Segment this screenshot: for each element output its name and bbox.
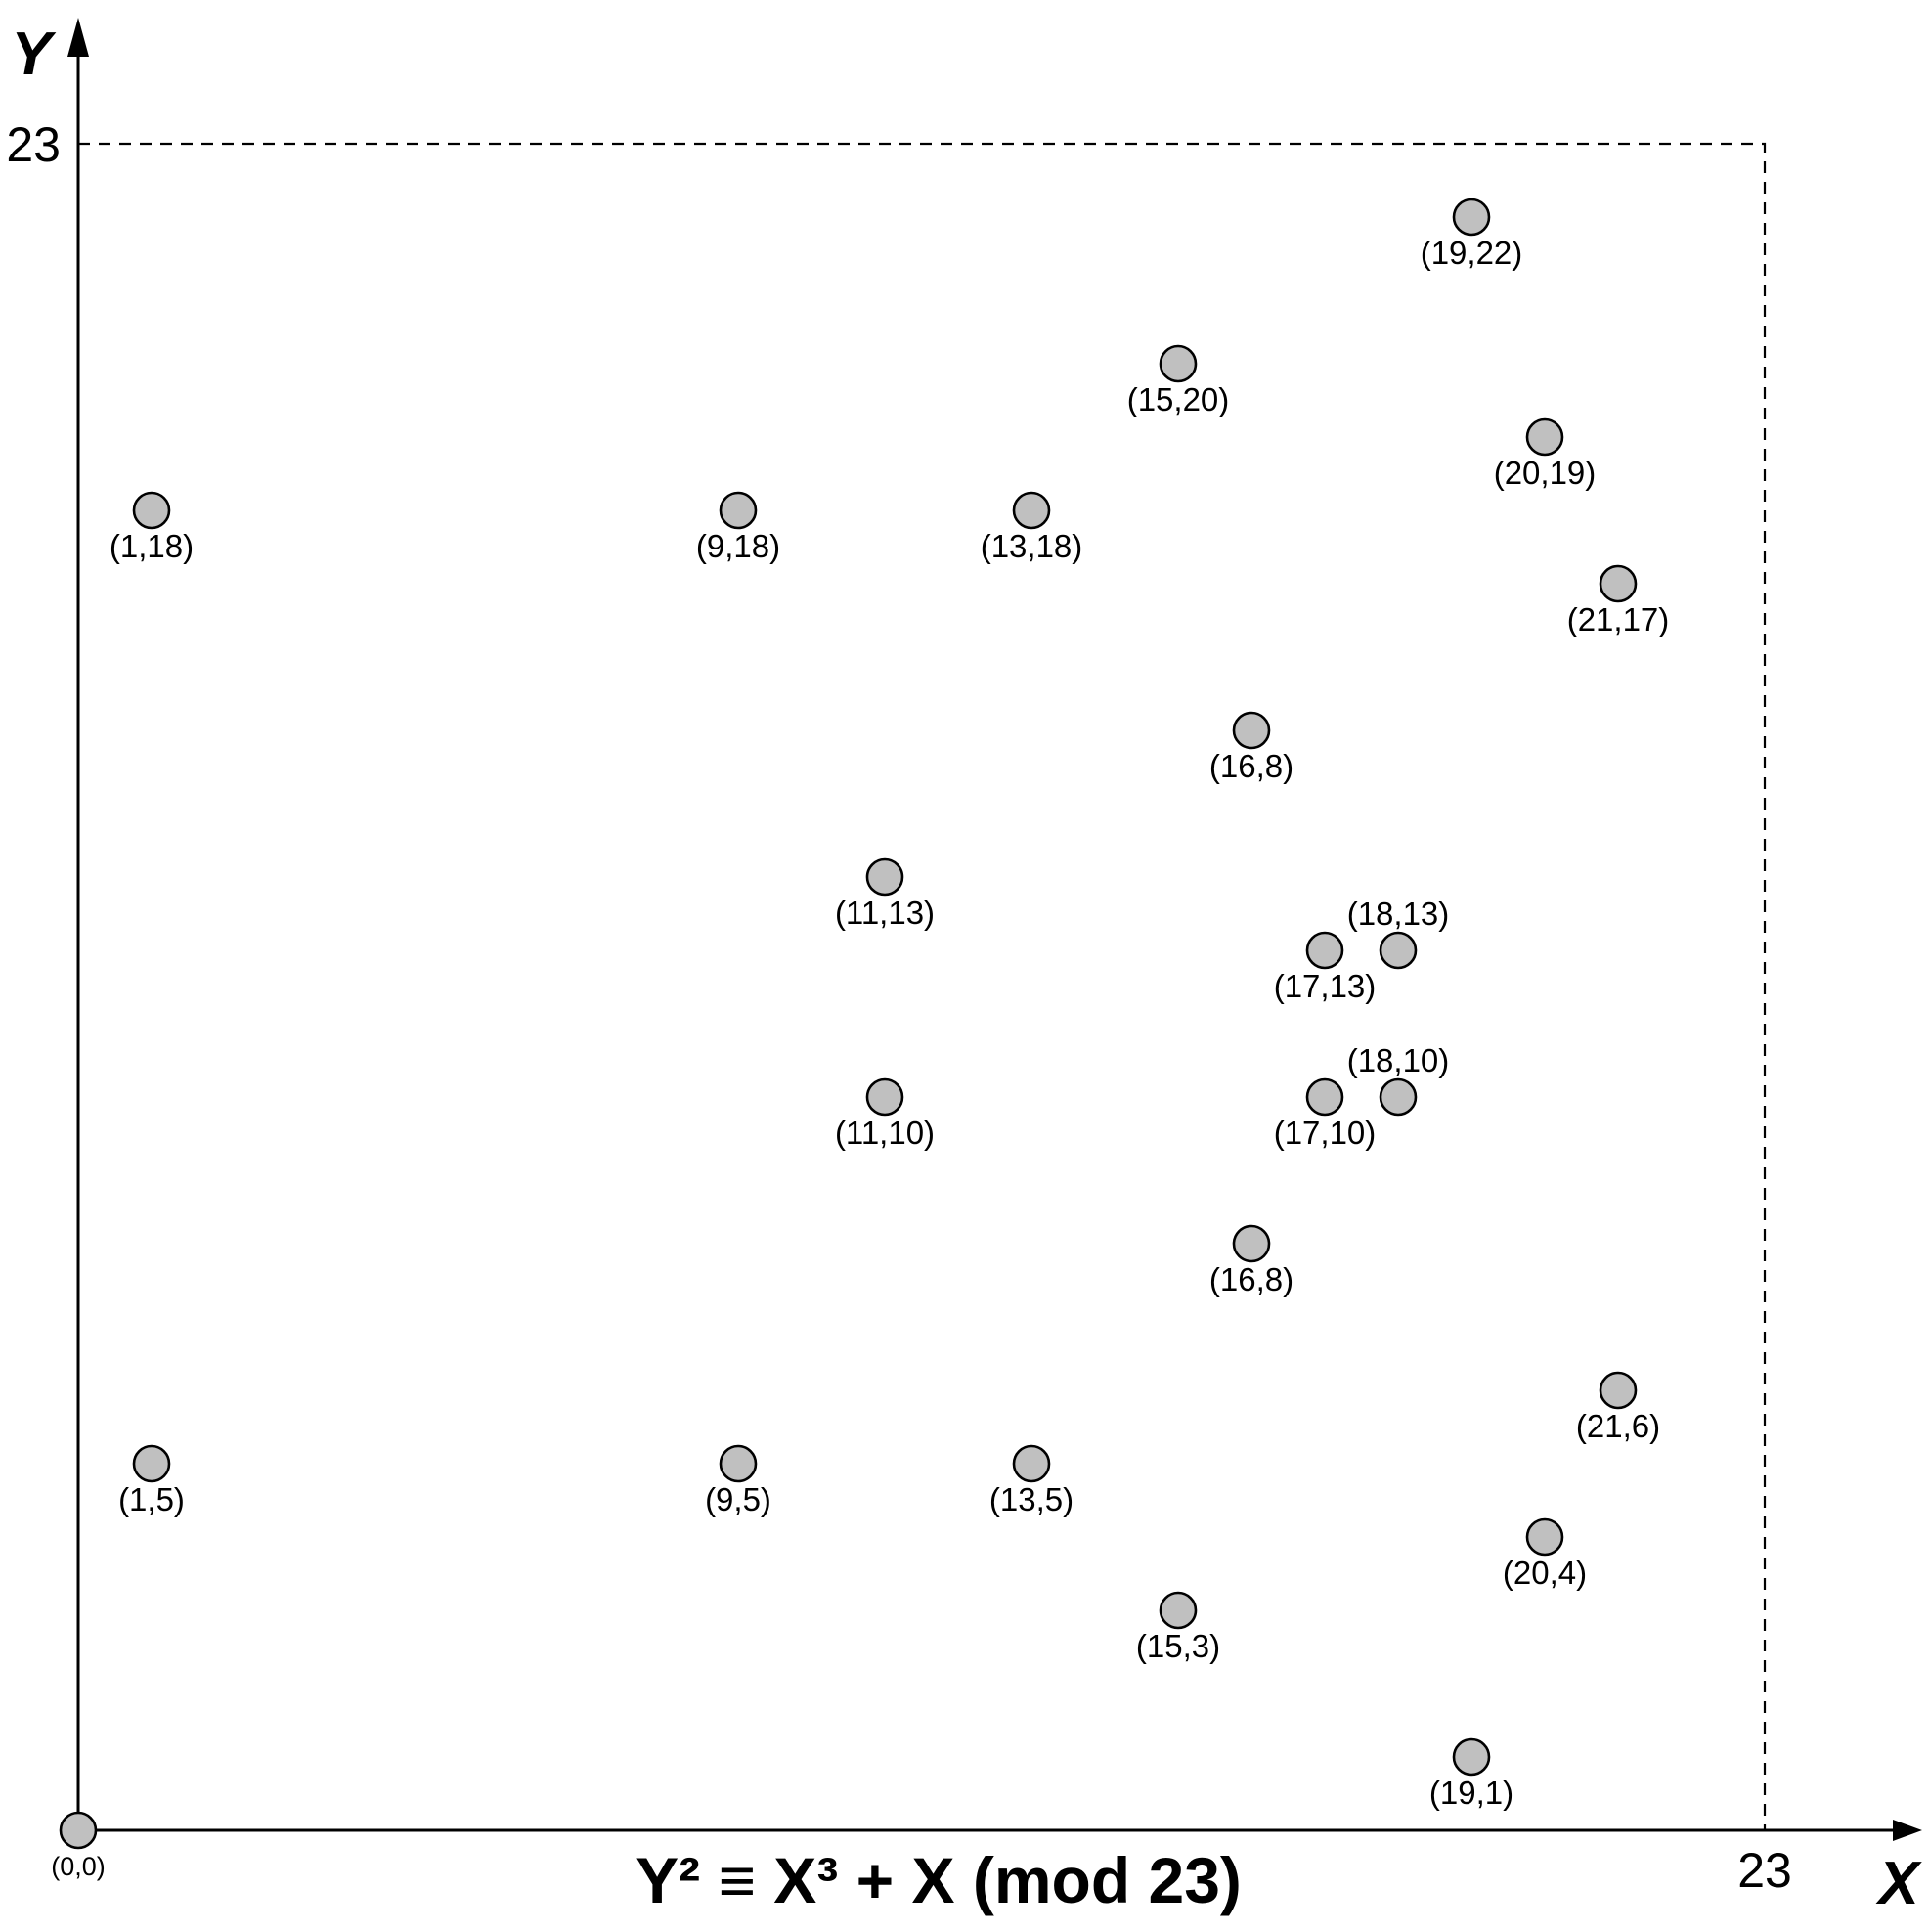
data-point	[1525, 1517, 1564, 1557]
data-point	[1232, 711, 1271, 750]
data-point-label: (19,22)	[1421, 235, 1523, 271]
data-point-label: (11,10)	[835, 1115, 935, 1151]
data-point	[865, 857, 904, 897]
chart-title: Y² ≡ X³ + X (mod 23)	[636, 1844, 1242, 1916]
data-point	[1599, 564, 1638, 603]
x-axis-label: X	[1875, 1850, 1922, 1917]
data-point	[1379, 931, 1418, 970]
data-point	[1599, 1371, 1638, 1410]
data-point	[59, 1811, 98, 1850]
data-point-label: (13,18)	[981, 528, 1083, 564]
data-point	[1159, 1591, 1198, 1630]
data-point	[865, 1077, 904, 1117]
data-point-label: (20,4)	[1503, 1555, 1587, 1591]
data-point	[1525, 417, 1564, 457]
data-point-label: (17,10)	[1274, 1115, 1377, 1151]
data-point-label: (16,8)	[1209, 748, 1293, 784]
data-point-label: (13,5)	[989, 1481, 1074, 1517]
data-point-label: (11,13)	[835, 895, 935, 931]
data-point-label: (17,13)	[1274, 968, 1377, 1004]
data-point	[132, 1444, 171, 1483]
y-axis-arrow-icon	[67, 18, 89, 57]
data-point	[1379, 1077, 1418, 1117]
bound-dashed-line	[78, 142, 1767, 1830]
data-point-label: (15,20)	[1127, 381, 1230, 417]
data-point-label: (16,8)	[1209, 1261, 1293, 1297]
data-point	[1012, 491, 1051, 530]
data-point-label: (21,17)	[1567, 601, 1670, 637]
data-point-label: (9,18)	[696, 528, 780, 564]
points-layer: (0,0) (1,18) (1,5) (9,18) (9,5) (11,13) (11,10…	[51, 198, 1670, 1881]
data-point-label: (19,1)	[1429, 1775, 1513, 1811]
y-tick-label-23: 23	[6, 117, 61, 172]
data-point-label: (18,10)	[1347, 1042, 1450, 1078]
data-point	[1305, 931, 1344, 970]
data-point-label: (1,18)	[110, 528, 194, 564]
data-point	[1452, 1737, 1491, 1777]
x-tick-label-23: 23	[1737, 1843, 1792, 1898]
data-point	[719, 491, 758, 530]
data-point-label: (20,19)	[1494, 455, 1597, 491]
x-axis-arrow-icon	[1893, 1820, 1922, 1841]
data-point	[1012, 1444, 1051, 1483]
data-point	[1159, 344, 1198, 383]
data-point	[719, 1444, 758, 1483]
data-point-label: (15,3)	[1136, 1628, 1220, 1664]
y-axis-label: Y	[11, 21, 57, 88]
data-point	[1305, 1077, 1344, 1117]
data-point	[1232, 1224, 1271, 1263]
data-point	[132, 491, 171, 530]
data-point	[1452, 198, 1491, 237]
data-point-label: (21,6)	[1576, 1408, 1660, 1444]
data-point-label: (0,0)	[51, 1852, 106, 1881]
data-point-label: (9,5)	[705, 1481, 771, 1517]
data-point-label: (18,13)	[1347, 896, 1450, 932]
data-point-label: (1,5)	[118, 1481, 185, 1517]
